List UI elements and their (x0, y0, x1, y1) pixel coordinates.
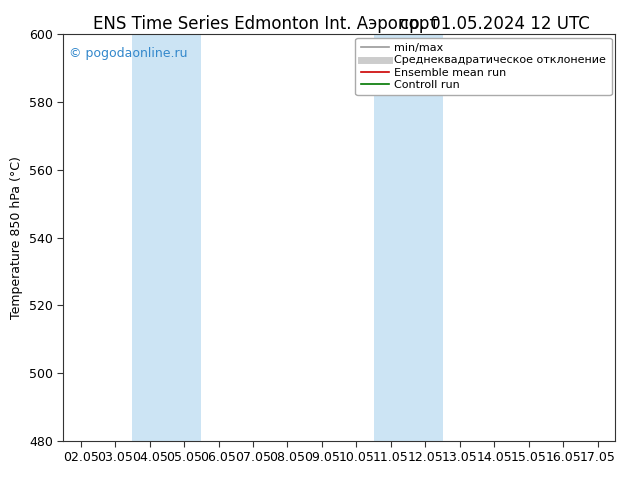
Text: ENS Time Series Edmonton Int. Аэропорт: ENS Time Series Edmonton Int. Аэропорт (93, 15, 439, 33)
Text: ср. 01.05.2024 12 UTC: ср. 01.05.2024 12 UTC (399, 15, 590, 33)
Legend: min/max, Среднеквадратическое отклонение, Ensemble mean run, Controll run: min/max, Среднеквадратическое отклонение… (355, 38, 612, 96)
Y-axis label: Temperature 850 hPa (°C): Temperature 850 hPa (°C) (10, 156, 23, 319)
Bar (373, 34, 443, 441)
Text: © pogodaonline.ru: © pogodaonline.ru (69, 47, 188, 59)
Bar (133, 34, 202, 441)
